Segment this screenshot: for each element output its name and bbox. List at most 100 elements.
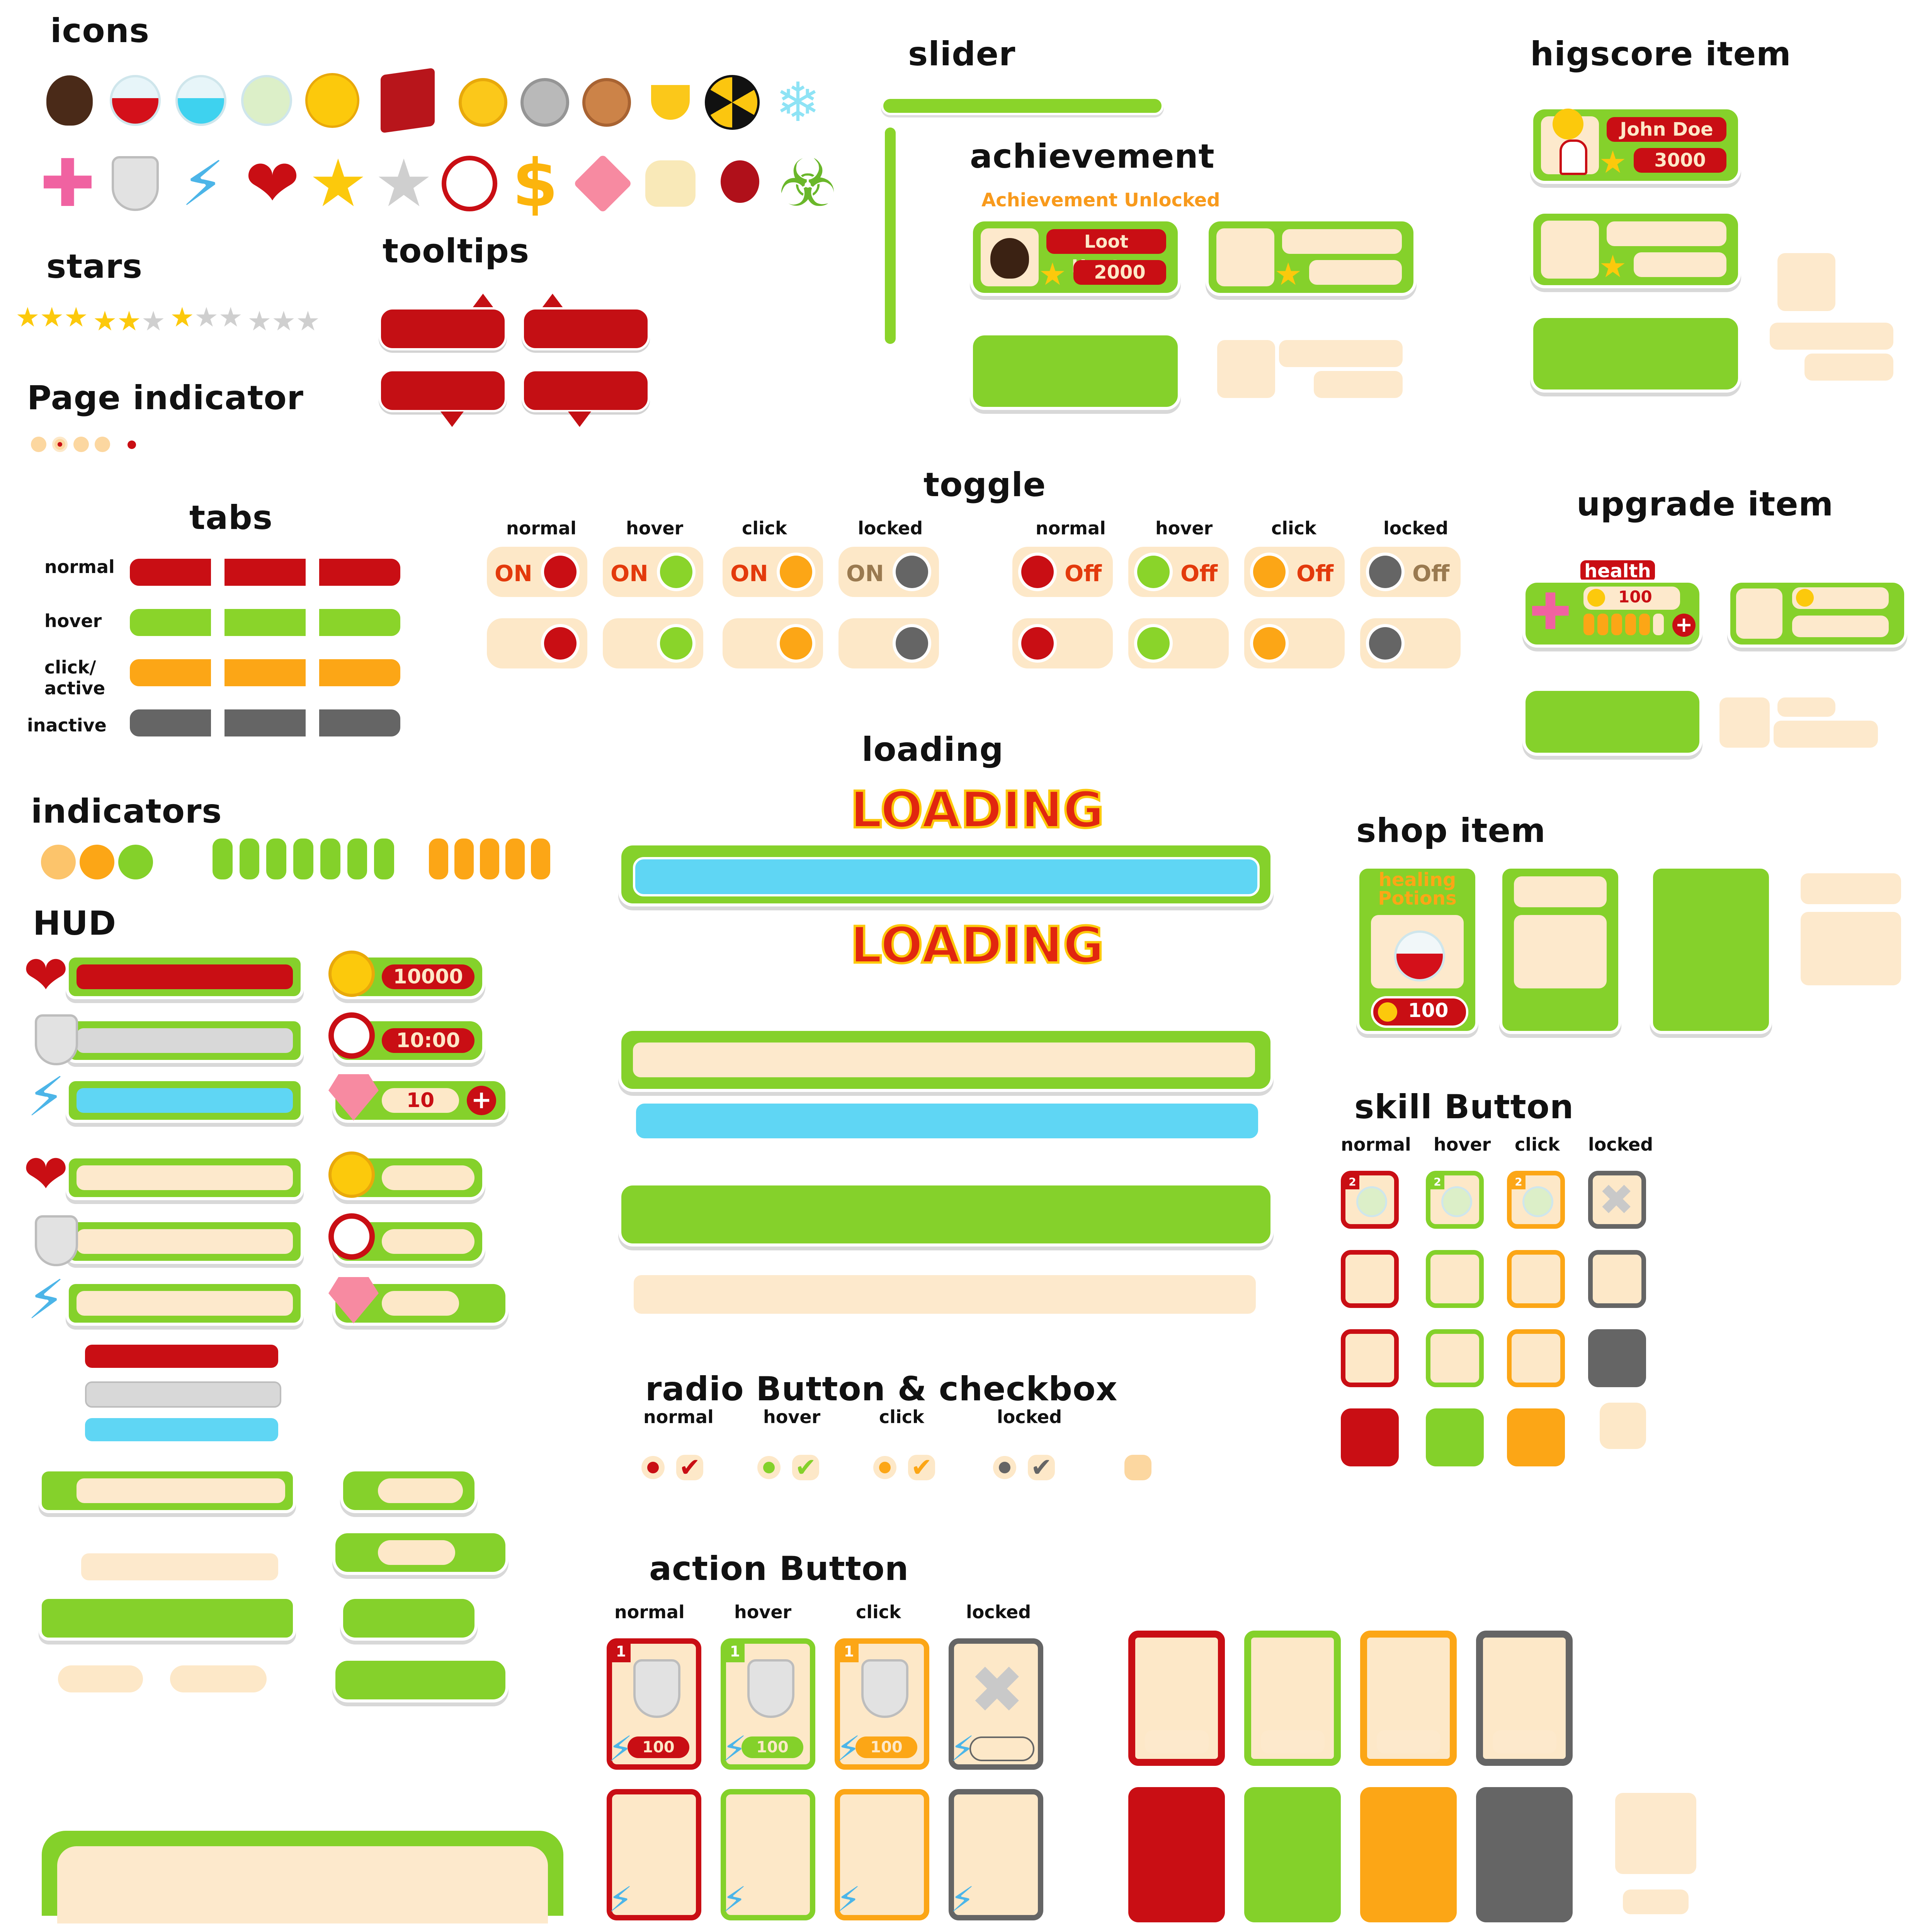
- toggle-track-click-2[interactable]: [1244, 618, 1345, 668]
- skill-button-normal[interactable]: 2: [1341, 1171, 1399, 1229]
- skill-frame-locked: [1588, 1250, 1646, 1308]
- action-label-normal: normal: [614, 1602, 685, 1622]
- toggle-knob[interactable]: [1134, 553, 1173, 591]
- add-gems-button[interactable]: +: [467, 1086, 496, 1115]
- toggle-knob[interactable]: [657, 553, 696, 591]
- toggle-off-normal[interactable]: Off: [1012, 547, 1113, 597]
- tab-label-hover: hover: [44, 611, 102, 631]
- upgrade-label: health: [1580, 560, 1655, 582]
- toggle-knob[interactable]: [1018, 624, 1057, 663]
- action-button-normal[interactable]: 1 100 ⚡: [607, 1638, 701, 1770]
- skill-button-click[interactable]: 2: [1507, 1171, 1565, 1229]
- poison-potion-icon: [236, 70, 298, 131]
- horizontal-slider[interactable]: [881, 97, 1164, 115]
- action-plain-grid: [1128, 1631, 1901, 1928]
- page-dot[interactable]: [95, 437, 110, 452]
- upgrade-item: ✚ 100 +: [1522, 580, 1702, 648]
- star-icon: ★: [1039, 256, 1066, 292]
- tab-active-left[interactable]: [128, 657, 213, 689]
- book-icon: [375, 68, 440, 133]
- hud-bar-track-only: [81, 1553, 278, 1580]
- tab-active-right[interactable]: [317, 657, 403, 689]
- toggle-knob[interactable]: [777, 553, 815, 591]
- achievement-background: [970, 332, 1181, 410]
- upgrade-plus-button[interactable]: +: [1672, 614, 1696, 637]
- tab-normal-right[interactable]: [317, 556, 403, 588]
- skill-button-hover[interactable]: 2: [1426, 1171, 1484, 1229]
- tab-hover-middle[interactable]: [222, 607, 308, 638]
- lightning-icon: ⚡: [836, 1879, 861, 1920]
- poison-potion-icon: [1441, 1186, 1472, 1217]
- achievement-name-slot: [1279, 340, 1403, 367]
- page-indicator[interactable]: [31, 433, 155, 456]
- toggle-knob[interactable]: [1250, 624, 1289, 663]
- highscore-score-slot: [1804, 354, 1893, 381]
- toggle-track-hover-2[interactable]: [1128, 618, 1229, 668]
- tab-label-click: click/ active: [44, 657, 105, 699]
- shield-icon: [35, 1014, 78, 1065]
- action-cost: 100: [742, 1736, 803, 1758]
- checkbox-click[interactable]: ✔: [908, 1455, 935, 1480]
- stars-title: stars: [46, 247, 143, 286]
- lightning-icon: ⚡: [27, 1066, 65, 1129]
- toggle-knob[interactable]: [541, 553, 580, 591]
- radio-normal[interactable]: [641, 1456, 665, 1479]
- hud-health-bar: [66, 954, 304, 999]
- toggle-off-hover[interactable]: Off: [1128, 547, 1229, 597]
- coin-icon: [1796, 589, 1814, 607]
- tab-active-middle[interactable]: [222, 657, 308, 689]
- toggle-on-click[interactable]: ON: [723, 547, 823, 597]
- skill-frame-locked-plain: [1588, 1329, 1646, 1387]
- skill-level: 2: [1430, 1175, 1444, 1189]
- toggle-track-hover[interactable]: [603, 618, 703, 668]
- vertical-slider[interactable]: [885, 128, 896, 344]
- shop-item[interactable]: healing Potions 100: [1356, 866, 1478, 1034]
- toggle-knob[interactable]: [657, 624, 696, 663]
- toggle-label-click-2: click: [1271, 518, 1316, 539]
- checkbox-hover[interactable]: ✔: [792, 1455, 819, 1480]
- toggle-track-click[interactable]: [723, 618, 823, 668]
- toggle-on-hover[interactable]: ON: [603, 547, 703, 597]
- toggle-track-normal[interactable]: [487, 618, 587, 668]
- icons-title: icons: [50, 12, 150, 50]
- upgrade-background: [1522, 688, 1702, 756]
- toggle-knob[interactable]: [541, 624, 580, 663]
- toggle-knob[interactable]: [777, 624, 815, 663]
- highscore-background: [1530, 315, 1741, 393]
- achievement-item: Loot Hunter ★ 2000: [970, 218, 1181, 296]
- checkbox-normal[interactable]: ✔: [676, 1455, 703, 1480]
- toggle-track-locked-2: [1360, 618, 1461, 668]
- checkbox-blank[interactable]: [1124, 1455, 1151, 1480]
- tab-hover-right[interactable]: [317, 607, 403, 638]
- action-button-hover[interactable]: 1 100 ⚡: [721, 1638, 815, 1770]
- indicator-close-icon[interactable]: [39, 842, 78, 882]
- coin-icon: [305, 73, 359, 128]
- close-icon: ✖: [1599, 1175, 1634, 1225]
- tab-hover-left[interactable]: [128, 607, 213, 638]
- action-button-click[interactable]: 1 100 ⚡: [835, 1638, 929, 1770]
- upgrade-level-bar: [1583, 614, 1672, 637]
- radio-click[interactable]: [873, 1456, 896, 1479]
- lightning-icon: ⚡: [722, 1729, 747, 1769]
- tab-normal-middle[interactable]: [222, 556, 308, 588]
- shop-buy-button[interactable]: 100: [1371, 996, 1468, 1028]
- action-plain-normal: [1128, 1631, 1225, 1766]
- toggle-off-click[interactable]: Off: [1244, 547, 1345, 597]
- toggle-knob[interactable]: [1134, 624, 1173, 663]
- toggle-track-normal-2[interactable]: [1012, 618, 1113, 668]
- level-slot: [1792, 616, 1889, 637]
- tab-normal-left[interactable]: [128, 556, 213, 588]
- page-dot-active[interactable]: [52, 437, 68, 452]
- toggle-label-locked: locked: [858, 518, 923, 539]
- toggle-label-hover: hover: [626, 518, 684, 539]
- toggle-knob[interactable]: [1018, 553, 1057, 591]
- upgrade-icon-slot: [1719, 697, 1770, 748]
- radio-hover[interactable]: [757, 1456, 781, 1479]
- user-icon: [1560, 139, 1587, 175]
- skill-button-grid: 2 2 2 ✖: [1337, 1167, 1665, 1476]
- page-dot[interactable]: [73, 437, 89, 452]
- toggle-knob[interactable]: [1250, 553, 1289, 591]
- toggle-on-normal[interactable]: ON: [487, 547, 587, 597]
- highscore-title: higscore item: [1530, 35, 1791, 73]
- page-dot[interactable]: [31, 437, 46, 452]
